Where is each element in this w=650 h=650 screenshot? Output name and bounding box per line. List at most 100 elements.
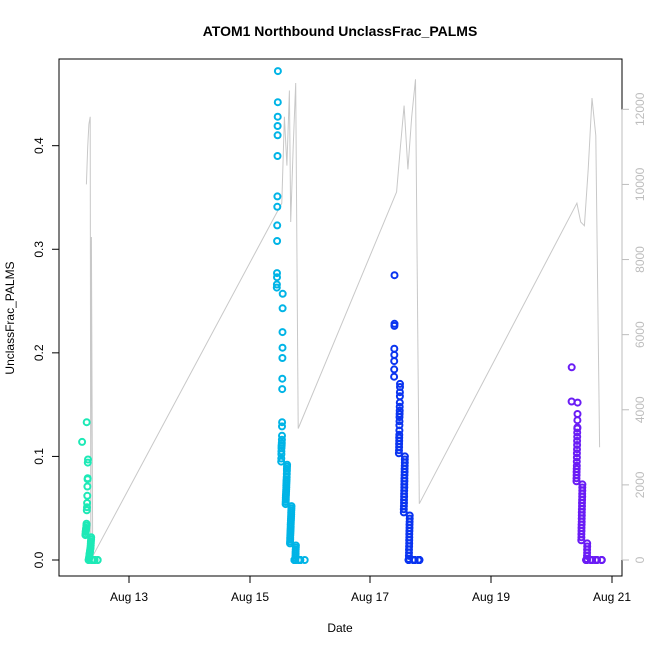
data-point <box>573 410 582 418</box>
data-point <box>272 280 281 289</box>
data-point <box>573 424 582 433</box>
data-point <box>395 413 404 422</box>
data-point <box>273 122 282 130</box>
data-point <box>390 365 399 374</box>
data-point <box>83 491 92 500</box>
data-point <box>395 446 403 455</box>
data-point <box>394 449 403 458</box>
data-point <box>572 474 581 483</box>
data-point <box>83 475 92 484</box>
y-tick-label: 0.1 <box>32 448 46 465</box>
data-point <box>597 556 606 564</box>
data-point <box>273 131 282 140</box>
data-point <box>573 428 582 437</box>
data-point <box>396 379 404 388</box>
y2-tick-label: 10000 <box>633 167 647 201</box>
data-point <box>573 432 582 441</box>
y2-tick-label: 8000 <box>633 246 647 273</box>
data-point <box>273 273 281 282</box>
data-point <box>567 397 576 406</box>
data-point <box>83 482 92 491</box>
y2-tick-label: 6000 <box>633 321 647 348</box>
data-point <box>93 556 102 564</box>
data-point <box>273 67 282 76</box>
data-point <box>573 441 582 449</box>
data-point <box>404 551 413 560</box>
data-point <box>278 385 287 394</box>
data-point <box>300 556 309 564</box>
data-point <box>395 402 404 411</box>
data-point <box>395 417 404 426</box>
data-point <box>277 454 286 463</box>
x-tick-label: Aug 19 <box>472 590 510 604</box>
chart-title: ATOM1 Northbound UnclassFrac_PALMS <box>203 23 478 39</box>
data-point <box>82 506 91 515</box>
y-tick-label: 0.0 <box>32 551 46 568</box>
data-point <box>572 477 581 486</box>
data-point <box>573 416 582 425</box>
data-point <box>272 283 281 292</box>
data-point <box>273 112 282 121</box>
data-point <box>273 192 282 201</box>
altitude-layer <box>85 79 601 557</box>
x-tick-label: Aug 21 <box>593 590 631 604</box>
y-tick-label: 0.2 <box>32 344 46 361</box>
data-point <box>390 344 399 353</box>
y-tick-label: 0.4 <box>32 137 46 154</box>
series-group <box>390 271 424 564</box>
y2-tick-label: 0 <box>633 556 647 563</box>
data-point <box>395 410 404 418</box>
series-group <box>567 363 606 564</box>
axes-layer: Aug 13 Aug 15 Aug 17 Aug 19 Aug 21 0.0 0.1 0.2 0… <box>32 92 647 604</box>
data-point <box>567 363 576 372</box>
data-point <box>82 418 91 427</box>
data-point <box>277 450 286 459</box>
data-point <box>390 350 399 359</box>
data-point <box>390 271 399 280</box>
data-point <box>577 536 586 545</box>
data-point <box>573 436 582 445</box>
data-point <box>395 426 404 435</box>
data-point <box>572 457 581 466</box>
data-point <box>573 445 581 454</box>
data-point <box>278 343 287 352</box>
data-point <box>414 556 423 564</box>
data-point <box>278 374 287 383</box>
data-point <box>273 202 282 211</box>
data-point <box>78 437 87 446</box>
data-point <box>390 321 399 330</box>
data-point <box>278 328 287 337</box>
data-point <box>84 455 92 464</box>
x-tick-label: Aug 17 <box>351 590 389 604</box>
data-point <box>399 508 408 517</box>
data-point <box>273 152 282 160</box>
x-tick-label: Aug 13 <box>110 590 148 604</box>
points-layer <box>78 67 606 564</box>
data-point <box>395 392 404 401</box>
x-tick-label: Aug 15 <box>231 590 269 604</box>
data-point <box>273 237 282 245</box>
data-point <box>278 304 287 313</box>
data-point <box>390 372 399 381</box>
series-group <box>78 418 102 564</box>
y-axis-label: UnclassFrac_PALMS <box>3 261 17 374</box>
y2-tick-label: 4000 <box>633 396 647 423</box>
data-point <box>83 499 92 507</box>
data-point <box>395 388 404 397</box>
data-point <box>577 533 586 542</box>
series-group <box>272 67 309 564</box>
data-point <box>83 503 91 512</box>
plot-frame <box>58 58 623 577</box>
data-point <box>390 357 399 366</box>
data-point <box>399 505 408 514</box>
y-tick-label: 0.3 <box>32 241 46 258</box>
data-point <box>395 398 404 407</box>
y2-tick-label: 12000 <box>633 92 647 126</box>
data-point <box>278 354 287 362</box>
data-point <box>583 551 591 560</box>
data-point <box>278 422 286 431</box>
data-point <box>572 453 581 462</box>
data-point <box>278 418 287 427</box>
